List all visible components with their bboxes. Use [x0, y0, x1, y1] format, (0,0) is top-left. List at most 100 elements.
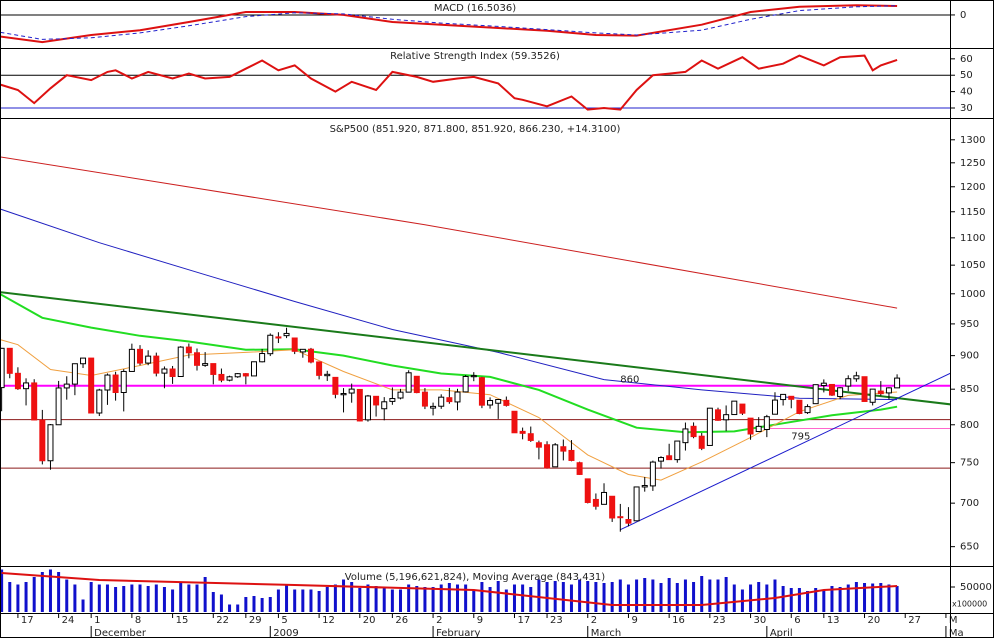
volume-bar: [8, 582, 12, 612]
candle-body: [307, 348, 314, 363]
volume-bar: [838, 587, 842, 612]
volume-panel: [0, 569, 899, 612]
candle-body: [405, 372, 412, 393]
volume-bar: [415, 586, 419, 612]
candle-body: [601, 491, 608, 505]
candle-body: [324, 373, 331, 377]
month-label: March: [591, 628, 621, 638]
panel-title: MACD (16.5036): [434, 3, 516, 14]
volume-bar: [162, 587, 166, 612]
y-tick-label: 1000: [960, 289, 985, 300]
volume-bar: [529, 587, 533, 612]
candle-body: [487, 400, 494, 406]
x-tick-label: 26: [395, 615, 408, 626]
candle-body: [633, 486, 640, 522]
volume-bar: [537, 579, 541, 612]
candle-body: [153, 355, 160, 374]
volume-bar: [602, 583, 606, 612]
x-tick-label: 8: [135, 615, 141, 626]
x-tick-label: 30: [754, 615, 767, 626]
candle-body: [177, 346, 184, 378]
y-tick-label: 950: [960, 319, 979, 330]
y-tick-label: 40: [960, 87, 973, 98]
candle-body: [609, 495, 616, 519]
volume-bar: [626, 584, 630, 612]
candle-body: [666, 455, 673, 461]
candle-body: [259, 353, 266, 363]
candle-body: [291, 337, 298, 352]
candle-body: [617, 516, 624, 519]
volume-bar: [651, 579, 655, 612]
volume-bar: [32, 577, 36, 612]
candle-body: [658, 457, 665, 462]
volume-bar: [81, 599, 85, 612]
candle-body: [706, 407, 713, 446]
candle-body: [234, 373, 241, 378]
volume-bar: [390, 589, 394, 612]
y-tick-label: 700: [960, 498, 979, 509]
candle-body: [454, 391, 461, 403]
candle-body: [731, 400, 738, 416]
volume-bar: [822, 589, 826, 612]
indicator-line: [0, 54, 898, 111]
volume-bar: [342, 579, 346, 612]
y-tick-label: 1250: [960, 158, 985, 169]
candle-body: [845, 378, 852, 387]
x-tick-label: M: [949, 615, 958, 626]
volume-bar: [358, 588, 362, 612]
x-tick-label: 2: [436, 615, 442, 626]
macd-panel: [0, 4, 950, 44]
x-tick-label: 2: [591, 615, 597, 626]
candle-body: [552, 444, 559, 468]
candle-body: [348, 388, 355, 394]
volume-bar: [594, 582, 598, 612]
y-tick-label: 1050: [960, 260, 985, 271]
candle-body: [495, 399, 502, 404]
volume-bar: [211, 592, 215, 612]
y-tick-label: 50: [960, 70, 973, 81]
volume-bar: [553, 581, 557, 612]
x-tick-label: 15: [176, 615, 189, 626]
overlay-line: [620, 372, 950, 531]
volume-bar: [439, 584, 443, 612]
candle-body: [104, 374, 111, 391]
candle-body: [169, 368, 176, 378]
volume-bar: [814, 588, 818, 612]
panel-title: S&P500 (851.920, 871.800, 851.920, 866.2…: [330, 124, 621, 135]
x-tick-label: 6: [794, 615, 800, 626]
candle-body: [438, 396, 445, 407]
volume-bar: [130, 584, 134, 612]
volume-bar: [146, 586, 150, 612]
overlay-line: [0, 339, 898, 481]
volume-bar: [879, 583, 883, 612]
x-tick-label: 24: [62, 615, 75, 626]
candle-body: [413, 375, 420, 394]
volume-bar: [871, 583, 875, 612]
candle-body: [625, 519, 632, 524]
volume-bar: [586, 581, 590, 612]
candle-body: [739, 403, 746, 414]
candle-body: [356, 388, 363, 422]
candle-body: [576, 462, 583, 475]
volume-bar: [16, 584, 20, 612]
x-tick-label: 23: [550, 615, 563, 626]
candle-body: [478, 377, 485, 406]
volume-bar: [863, 583, 867, 612]
annotation: 795: [791, 432, 810, 443]
volume-bar: [276, 589, 280, 612]
candle-body: [283, 332, 290, 337]
candle-body: [80, 357, 87, 365]
month-label: Ma: [949, 628, 964, 638]
candle-body: [267, 334, 274, 355]
candle-body: [23, 382, 30, 390]
y-tick-label: 850: [960, 384, 979, 395]
candle-body: [381, 401, 388, 410]
volume-bar: [569, 584, 573, 612]
volume-bar: [480, 582, 484, 612]
month-label: February: [436, 628, 480, 638]
volume-bar: [773, 579, 777, 612]
x-tick-label: 17: [21, 615, 34, 626]
axes: 0304050606507007508008509009501000105011…: [17, 10, 992, 638]
x-tick-label: 12: [322, 615, 335, 626]
